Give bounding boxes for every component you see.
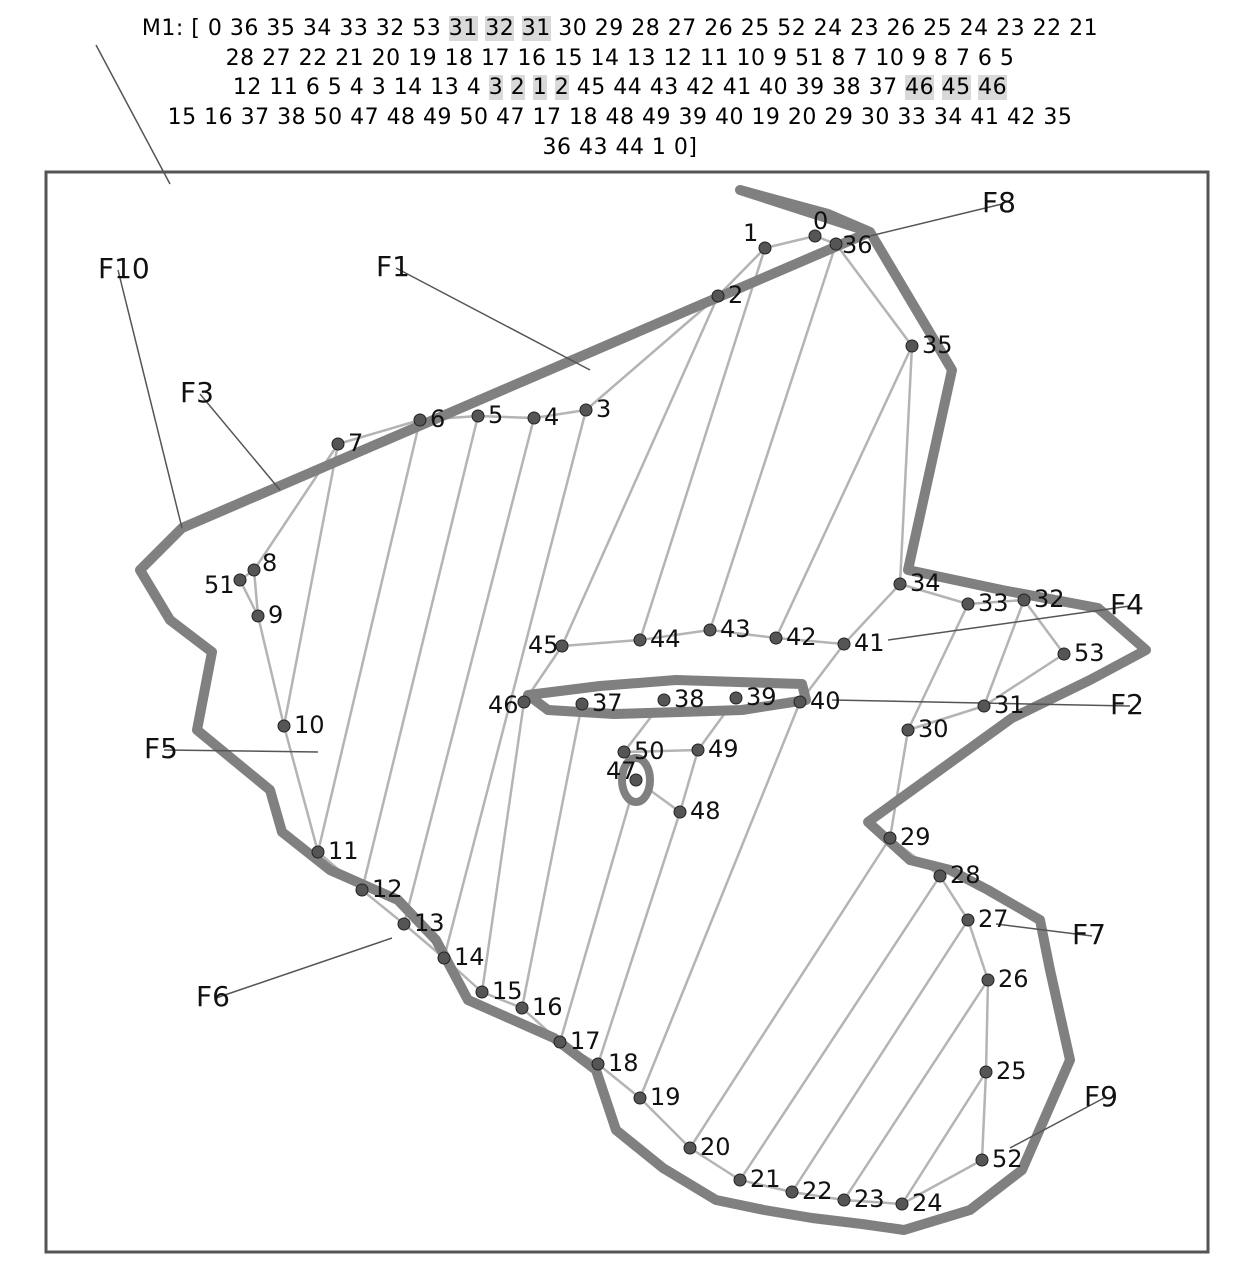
waypoint-label: 2 <box>728 281 743 309</box>
waypoint-label: 3 <box>596 395 611 423</box>
waypoint-label: 36 <box>842 231 873 259</box>
waypoint-label: 15 <box>492 977 523 1005</box>
waypoint-label: 12 <box>372 875 403 903</box>
region-label: F9 <box>1084 1080 1118 1113</box>
waypoint-label: 51 <box>204 571 235 599</box>
waypoint-label: 32 <box>1034 585 1065 613</box>
waypoint-label: 6 <box>430 405 445 433</box>
waypoint-node: 2 <box>712 281 743 309</box>
waypoint-label: 20 <box>700 1133 731 1161</box>
waypoint-label: 35 <box>922 331 953 359</box>
waypoint-label: 21 <box>750 1165 781 1193</box>
waypoint-node: 36 <box>830 231 873 259</box>
waypoint-label: 50 <box>634 737 665 765</box>
waypoint-node: 32 <box>1018 585 1065 613</box>
waypoint-label: 13 <box>414 909 445 937</box>
waypoint-label: 31 <box>994 691 1025 719</box>
waypoint-label: 25 <box>996 1057 1027 1085</box>
waypoint-node: 41 <box>838 629 885 657</box>
waypoint-node: 33 <box>962 589 1009 617</box>
leader-line <box>96 45 170 184</box>
waypoint-label: 37 <box>592 689 623 717</box>
waypoint-label: 33 <box>978 589 1009 617</box>
region-label: F7 <box>1072 918 1106 951</box>
leader-line <box>216 938 392 998</box>
waypoint-label: 23 <box>854 1185 885 1213</box>
region-label: F1 <box>376 250 410 283</box>
waypoint-node: 49 <box>692 735 739 763</box>
region-label: F5 <box>144 732 178 765</box>
waypoint-label: 9 <box>268 601 283 629</box>
waypoint-label: 43 <box>720 615 751 643</box>
waypoint-node: 43 <box>704 615 751 643</box>
waypoint-node: 44 <box>634 625 681 653</box>
waypoint-label: 22 <box>802 1177 833 1205</box>
waypoint-node: 21 <box>734 1165 781 1193</box>
waypoint-node: 27 <box>962 905 1009 933</box>
waypoint-label: 0 <box>813 207 828 235</box>
waypoint-label: 53 <box>1074 639 1105 667</box>
waypoint-label: 34 <box>910 569 941 597</box>
waypoint-node: 51 <box>204 571 246 599</box>
waypoint-label: 29 <box>900 823 931 851</box>
waypoint-label: 19 <box>650 1083 681 1111</box>
region-label: F4 <box>1110 588 1144 621</box>
region-label: F10 <box>98 252 150 285</box>
region-label: F8 <box>982 186 1016 219</box>
waypoint-node: 22 <box>786 1177 833 1205</box>
waypoint-label: 30 <box>918 715 949 743</box>
waypoint-label: 38 <box>674 685 705 713</box>
region-label: F3 <box>180 376 214 409</box>
waypoint-label: 49 <box>708 735 739 763</box>
region-label: F2 <box>1110 688 1144 721</box>
waypoint-node: 42 <box>770 623 817 651</box>
waypoint-node: 24 <box>896 1189 943 1217</box>
waypoint-node: 53 <box>1058 639 1105 667</box>
waypoint-node: 20 <box>684 1133 731 1161</box>
waypoint-label: 46 <box>488 691 519 719</box>
leader-line <box>164 750 318 752</box>
waypoint-node: 23 <box>838 1185 885 1213</box>
waypoint-label: 39 <box>746 683 777 711</box>
waypoint-node: 45 <box>528 631 568 659</box>
waypoint-node: 8 <box>248 549 277 577</box>
waypoint-label: 41 <box>854 629 885 657</box>
waypoint-label: 44 <box>650 625 681 653</box>
leader-line <box>396 268 590 370</box>
region-label: F6 <box>196 980 230 1013</box>
waypoint-node: 30 <box>902 715 949 743</box>
waypoint-label: 14 <box>454 943 485 971</box>
waypoint-node: 48 <box>674 797 721 825</box>
waypoint-node: 35 <box>906 331 953 359</box>
leader-line <box>118 270 182 528</box>
waypoint-label: 16 <box>532 993 563 1021</box>
waypoint-label: 10 <box>294 711 325 739</box>
leader-line <box>888 606 1130 640</box>
waypoint-label: 42 <box>786 623 817 651</box>
waypoint-label: 4 <box>544 403 559 431</box>
waypoint-label: 18 <box>608 1049 639 1077</box>
waypoint-label: 45 <box>528 631 559 659</box>
waypoint-label: 27 <box>978 905 1009 933</box>
waypoint-label: 52 <box>992 1145 1023 1173</box>
waypoint-label: 24 <box>912 1189 943 1217</box>
waypoint-label: 5 <box>488 401 503 429</box>
waypoint-label: 40 <box>810 687 841 715</box>
waypoint-label: 26 <box>998 965 1029 993</box>
waypoint-node: 31 <box>978 691 1025 719</box>
waypoint-label: 7 <box>348 429 363 457</box>
waypoint-label: 28 <box>950 861 981 889</box>
waypoint-label: 1 <box>743 219 758 247</box>
waypoint-label: 47 <box>606 757 637 785</box>
waypoint-label: 8 <box>262 549 277 577</box>
waypoint-label: 48 <box>690 797 721 825</box>
waypoint-label: 17 <box>570 1027 601 1055</box>
waypoint-node: 19 <box>634 1083 681 1111</box>
diagram-canvas: 0123456789101112131415161718192021222324… <box>0 0 1240 1269</box>
waypoint-node: 17 <box>554 1027 601 1055</box>
waypoint-node: 1 <box>743 219 771 254</box>
waypoint-label: 11 <box>328 837 359 865</box>
